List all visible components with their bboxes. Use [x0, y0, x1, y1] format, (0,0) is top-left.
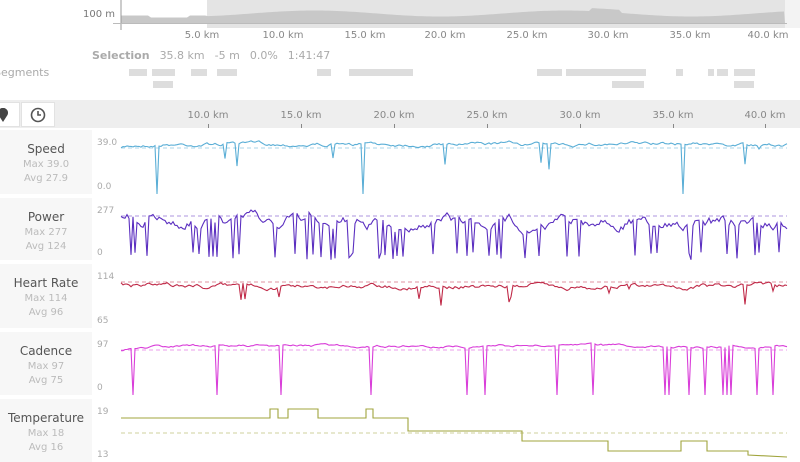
power-line	[120, 209, 788, 260]
y-min-label: 0	[97, 248, 103, 258]
y-min-label: 13	[97, 450, 109, 460]
panel-cadence: Cadence Max 97 Avg 75 97 0	[0, 332, 800, 397]
y-max-label: 19	[97, 407, 109, 417]
power-chart[interactable]	[92, 198, 800, 262]
heart-rate-line	[120, 281, 788, 306]
map-pin-icon	[0, 107, 8, 122]
y-max-label: 114	[97, 272, 115, 282]
distance-tick: 15.0 km	[280, 110, 322, 121]
cadence-chart[interactable]	[92, 332, 800, 397]
elevation-tick: 30.0 km	[587, 30, 629, 41]
panel-title: Power	[27, 210, 65, 224]
time-mode-button[interactable]	[21, 102, 55, 127]
temperature-chart[interactable]	[92, 399, 800, 462]
panel-heart-rate: Heart Rate Max 114 Avg 96 114 65	[0, 264, 800, 330]
elevation-chart[interactable]	[0, 0, 800, 30]
clock-icon	[30, 107, 46, 122]
distance-tick: 40.0 km	[744, 110, 786, 121]
chart-toolbar: 10.0 km 15.0 km 20.0 km 25.0 km 30.0 km 35.0 …	[0, 100, 800, 128]
segment-bar[interactable]	[537, 69, 562, 76]
selection-time: 1:41:47	[287, 49, 331, 62]
selection-distance: 35.8 km	[159, 49, 205, 62]
segment-bar[interactable]	[612, 81, 644, 88]
segment-bar[interactable]	[566, 69, 646, 76]
segment-bar[interactable]	[152, 69, 175, 76]
panel-label: Speed Max 39.0 Avg 27.9	[0, 130, 92, 194]
elevation-tick: 15.0 km	[344, 30, 386, 41]
selection-elevation: -5 m	[214, 49, 240, 62]
heart-rate-chart[interactable]	[92, 264, 800, 330]
panel-label: Heart Rate Max 114 Avg 96	[0, 264, 92, 328]
selection-label: Selection	[92, 49, 150, 62]
segment-bar[interactable]	[734, 81, 754, 88]
panel-max: Max 97	[27, 361, 65, 372]
panel-avg: Avg 27.9	[24, 173, 68, 184]
panel-max: Max 39.0	[22, 159, 70, 170]
panel-avg: Avg 16	[28, 442, 64, 453]
y-min-label: 0.0	[97, 182, 112, 192]
panel-label: Cadence Max 97 Avg 75	[0, 332, 92, 395]
y-max-label: 39.0	[97, 138, 118, 148]
cadence-line	[121, 342, 788, 396]
panel-title: Heart Rate	[13, 276, 79, 290]
speed-line	[120, 140, 788, 195]
segments-label: Segments	[0, 66, 50, 79]
elevation-tick: 5.0 km	[184, 30, 220, 41]
distance-tick: 10.0 km	[187, 110, 229, 121]
segment-bar[interactable]	[349, 69, 413, 76]
segment-bar[interactable]	[129, 69, 147, 76]
panel-title: Cadence	[19, 344, 73, 358]
segment-bar[interactable]	[676, 69, 683, 76]
panel-power: Power Max 277 Avg 124 277 0	[0, 198, 800, 262]
elevation-tick: 25.0 km	[506, 30, 548, 41]
panel-temperature: Temperature Max 18 Avg 16 19 13	[0, 399, 800, 462]
distance-tick: 35.0 km	[652, 110, 694, 121]
panel-speed: Speed Max 39.0 Avg 27.9 39.0 0.0	[0, 130, 800, 196]
y-min-label: 65	[97, 316, 109, 326]
panel-title: Speed	[27, 142, 65, 156]
panel-max: Max 277	[24, 227, 68, 238]
y-max-label: 277	[97, 206, 115, 216]
distance-tick: 25.0 km	[466, 110, 508, 121]
segment-bar[interactable]	[191, 69, 207, 76]
segment-bar[interactable]	[217, 69, 237, 76]
panel-label: Power Max 277 Avg 124	[0, 198, 92, 260]
panel-title: Temperature	[7, 411, 84, 425]
distance-tick: 30.0 km	[559, 110, 601, 121]
elevation-tick: 40.0 km	[747, 30, 789, 41]
panel-label: Temperature Max 18 Avg 16	[0, 399, 92, 462]
distance-tick: 20.0 km	[373, 110, 415, 121]
panel-avg: Avg 96	[28, 307, 64, 318]
segment-bar[interactable]	[153, 81, 173, 88]
segment-bar[interactable]	[317, 69, 331, 76]
panel-max: Max 18	[27, 428, 65, 439]
y-min-label: 0	[97, 383, 103, 393]
segment-bar[interactable]	[734, 69, 755, 76]
segment-bar[interactable]	[708, 69, 714, 76]
panel-avg: Avg 75	[28, 375, 64, 386]
distance-mode-button[interactable]	[0, 102, 20, 127]
temperature-line	[121, 408, 788, 458]
selection-summary: Selection 35.8 km -5 m 0.0% 1:41:47	[92, 49, 330, 62]
elevation-tick: 10.0 km	[262, 30, 304, 41]
segment-bar[interactable]	[717, 69, 728, 76]
y-max-label: 97	[97, 340, 109, 350]
selection-grade: 0.0%	[249, 49, 278, 62]
elevation-tick: 35.0 km	[669, 30, 711, 41]
speed-chart[interactable]	[92, 130, 800, 196]
elevation-axis-label: 100 m	[83, 9, 116, 20]
panel-avg: Avg 124	[25, 241, 67, 252]
elevation-tick: 20.0 km	[424, 30, 466, 41]
panel-max: Max 114	[24, 293, 68, 304]
